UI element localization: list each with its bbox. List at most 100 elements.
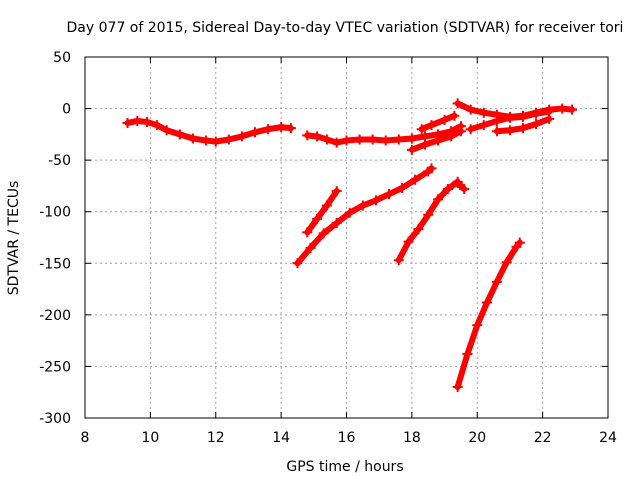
data-point bbox=[482, 297, 493, 308]
data-point bbox=[504, 125, 515, 136]
data-point bbox=[354, 134, 365, 145]
data-point bbox=[344, 207, 355, 218]
y-tick-label: -200 bbox=[39, 308, 71, 324]
data-point bbox=[151, 120, 162, 131]
series-trace bbox=[454, 239, 523, 391]
data-point bbox=[423, 209, 434, 220]
series-arc-12 bbox=[452, 237, 525, 393]
data-point bbox=[263, 124, 274, 135]
data-point bbox=[321, 200, 332, 211]
data-point bbox=[452, 177, 463, 188]
data-point bbox=[518, 123, 529, 134]
data-point bbox=[236, 131, 247, 142]
data-point bbox=[341, 135, 352, 146]
y-axis-label: SDTVAR / TECUs bbox=[6, 181, 22, 296]
x-tick-label: 18 bbox=[403, 430, 421, 446]
x-tick-label: 20 bbox=[468, 430, 486, 446]
x-tick-label: 10 bbox=[141, 430, 159, 446]
data-point bbox=[331, 137, 342, 148]
data-point bbox=[452, 98, 463, 109]
data-point bbox=[433, 135, 444, 146]
data-point bbox=[419, 139, 430, 150]
data-point bbox=[426, 120, 437, 131]
y-tick-label: -250 bbox=[39, 359, 71, 375]
y-tick-label: -100 bbox=[39, 205, 71, 221]
data-point bbox=[452, 382, 463, 393]
data-point bbox=[200, 135, 211, 146]
data-point bbox=[393, 134, 404, 145]
data-point bbox=[501, 257, 512, 268]
data-point bbox=[433, 194, 444, 205]
data-point bbox=[331, 186, 342, 197]
data-point bbox=[531, 119, 542, 130]
data-point bbox=[478, 120, 489, 131]
data-point bbox=[446, 131, 457, 142]
data-point bbox=[557, 103, 568, 114]
data-point bbox=[455, 126, 466, 137]
data-point bbox=[531, 108, 542, 119]
data-point bbox=[331, 218, 342, 229]
data-point bbox=[439, 114, 450, 125]
tick-layer: 8 10 12 14 16 18 20 22 24 -300 -250 -200 -150 -100 -50… bbox=[39, 50, 617, 446]
data-point bbox=[393, 255, 404, 266]
data-point bbox=[426, 163, 437, 174]
data-point bbox=[491, 126, 502, 137]
data-point bbox=[370, 195, 381, 206]
y-tick-label: -50 bbox=[48, 153, 71, 169]
series-trace bbox=[418, 112, 458, 133]
grid-layer bbox=[85, 57, 608, 418]
series-trace bbox=[124, 117, 294, 145]
series-arc-7 bbox=[416, 110, 460, 135]
data-point bbox=[449, 110, 460, 121]
series-arc-5 bbox=[465, 106, 555, 135]
data-point bbox=[478, 107, 489, 118]
data-point bbox=[249, 127, 260, 138]
data-layer bbox=[122, 98, 578, 393]
data-point bbox=[465, 124, 476, 135]
data-point bbox=[416, 124, 427, 135]
series-arc-11 bbox=[452, 177, 470, 195]
data-point bbox=[465, 104, 476, 115]
series-arc-10 bbox=[393, 176, 463, 266]
x-tick-label: 12 bbox=[207, 430, 225, 446]
x-tick-label: 24 bbox=[599, 430, 617, 446]
data-point bbox=[321, 134, 332, 145]
data-point bbox=[305, 242, 316, 253]
data-point bbox=[472, 320, 483, 331]
x-tick-label: 22 bbox=[534, 430, 552, 446]
data-point bbox=[442, 184, 453, 195]
data-point bbox=[210, 136, 221, 147]
data-point bbox=[491, 115, 502, 126]
data-point bbox=[380, 135, 391, 146]
series-arc-3 bbox=[406, 126, 466, 155]
data-point bbox=[312, 131, 323, 142]
data-point bbox=[383, 189, 394, 200]
series-trace bbox=[294, 165, 435, 267]
x-axis-label: GPS time / hours bbox=[286, 459, 403, 475]
data-point bbox=[491, 276, 502, 287]
data-point bbox=[187, 133, 198, 144]
data-point bbox=[504, 112, 515, 123]
data-point bbox=[403, 236, 414, 247]
series-trace bbox=[304, 188, 340, 236]
y-tick-label: 0 bbox=[62, 102, 71, 118]
x-tick-label: 16 bbox=[338, 430, 356, 446]
data-point bbox=[462, 349, 473, 360]
data-point bbox=[410, 174, 421, 185]
series-arc-9 bbox=[302, 186, 342, 238]
x-tick-label: 8 bbox=[81, 430, 90, 446]
data-point bbox=[132, 115, 143, 126]
data-point bbox=[312, 213, 323, 224]
data-point bbox=[161, 125, 172, 136]
series-arc-6 bbox=[491, 113, 555, 137]
data-point bbox=[397, 182, 408, 193]
data-point bbox=[514, 237, 525, 248]
data-point bbox=[406, 133, 417, 144]
data-point bbox=[567, 104, 578, 115]
data-point bbox=[518, 111, 529, 122]
series-arc-1 bbox=[122, 115, 296, 147]
y-tick-label: 50 bbox=[53, 50, 71, 66]
data-point bbox=[544, 113, 555, 124]
